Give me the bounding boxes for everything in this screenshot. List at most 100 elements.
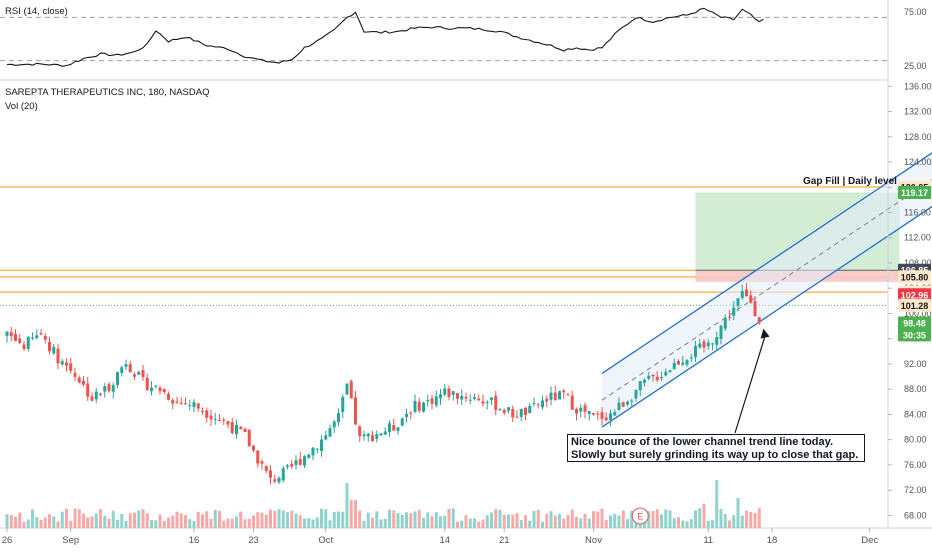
candle-body <box>252 445 255 451</box>
candle-body <box>579 407 583 412</box>
horizontal-levels <box>0 186 888 306</box>
candle-body <box>443 388 447 395</box>
candle-body <box>324 435 328 440</box>
time-tick-label: 16 <box>189 535 200 546</box>
volume-bar <box>723 513 727 528</box>
volume-bar <box>379 519 383 528</box>
volume-bar <box>558 513 561 528</box>
volume-bar <box>332 512 336 528</box>
candle-body <box>226 421 230 425</box>
volume-bar <box>235 516 238 528</box>
candle-body <box>698 343 702 348</box>
candle-body <box>464 396 468 399</box>
price-tick-label: 108.00 <box>904 258 932 268</box>
candle-body <box>31 337 34 339</box>
candle-body <box>290 463 294 467</box>
candle-body <box>107 384 111 391</box>
candle-body <box>400 418 404 426</box>
volume-label: Vol (20) <box>5 101 38 112</box>
volume-bar <box>553 515 557 528</box>
candle-body <box>69 363 73 371</box>
time-tick-label: 14 <box>439 535 450 546</box>
candle-body <box>592 413 595 415</box>
volume-bar <box>315 517 319 528</box>
candle-body <box>532 403 536 405</box>
candle-body <box>617 402 621 411</box>
volume-bar <box>383 518 387 528</box>
volume-bar <box>90 516 94 528</box>
volume-bar <box>655 509 659 528</box>
volume-bar <box>677 517 680 528</box>
candle-body <box>481 401 485 404</box>
candle-body <box>570 395 574 410</box>
candle-body <box>111 385 115 392</box>
candle-body <box>162 389 166 393</box>
candle-body <box>740 290 744 298</box>
candle-body <box>286 465 289 467</box>
volume-bar <box>222 520 226 528</box>
volume-bar <box>545 513 549 528</box>
candle-body <box>43 335 47 340</box>
candle-body <box>192 402 196 408</box>
candle-body <box>753 301 757 317</box>
candle-body <box>5 331 9 336</box>
channel-upper-line <box>601 152 932 374</box>
volume-bar <box>192 521 196 528</box>
volume-bar <box>294 513 298 528</box>
volume-bar <box>604 519 608 528</box>
volume-bar <box>43 517 47 528</box>
candle-body <box>711 343 714 345</box>
volume-bar <box>184 515 187 528</box>
time-tick-label: 23 <box>248 535 259 546</box>
volume-bar <box>324 509 328 528</box>
candle-body <box>575 408 578 414</box>
price-tag-label: 98.48 <box>903 319 926 329</box>
volume-bar <box>328 520 332 528</box>
price-tag <box>898 186 931 200</box>
volume-bar <box>341 511 345 528</box>
candle-body <box>77 377 81 383</box>
candle-body <box>311 447 315 456</box>
price-tick-label: 76.00 <box>904 460 927 470</box>
candle-body <box>188 405 192 407</box>
candle-body <box>247 429 251 447</box>
candle-body <box>749 295 753 303</box>
volume-bar <box>562 518 566 528</box>
candle-body <box>451 391 455 395</box>
candle-body <box>383 431 387 435</box>
volume-bar <box>592 511 595 528</box>
candle-body <box>430 398 434 404</box>
volume-bar <box>583 513 587 528</box>
volume-bar <box>150 519 153 528</box>
annotation-arrow-line <box>734 334 767 434</box>
candle-body <box>736 298 740 307</box>
time-tick-label: Nov <box>585 535 602 546</box>
volume-bar <box>434 512 438 528</box>
candle-body <box>468 399 472 401</box>
volume-bar <box>298 515 302 528</box>
volume-bar <box>507 514 510 528</box>
volume-bar <box>498 509 502 528</box>
candles <box>5 283 761 485</box>
candle-body <box>723 317 727 329</box>
candle-body <box>672 362 676 370</box>
rsi-tick-label: 25.00 <box>904 61 927 71</box>
candle-body <box>60 361 64 365</box>
candle-body <box>26 336 30 349</box>
candle-body <box>460 395 464 400</box>
volume-bar <box>668 510 672 528</box>
volume-bar <box>549 511 553 528</box>
volume-bar <box>77 509 81 528</box>
volume-bar <box>464 515 468 528</box>
volume-bar <box>269 509 272 528</box>
volume-bar <box>392 510 396 528</box>
volume-bar <box>320 508 323 528</box>
candle-body <box>655 376 659 381</box>
volume-bar <box>69 520 73 528</box>
price-tags: 120.05119.17106.85105.80103.38102.96101.… <box>898 180 931 342</box>
volume-bar <box>213 509 217 528</box>
volume-bar <box>124 520 128 528</box>
volume-bar <box>473 518 476 528</box>
